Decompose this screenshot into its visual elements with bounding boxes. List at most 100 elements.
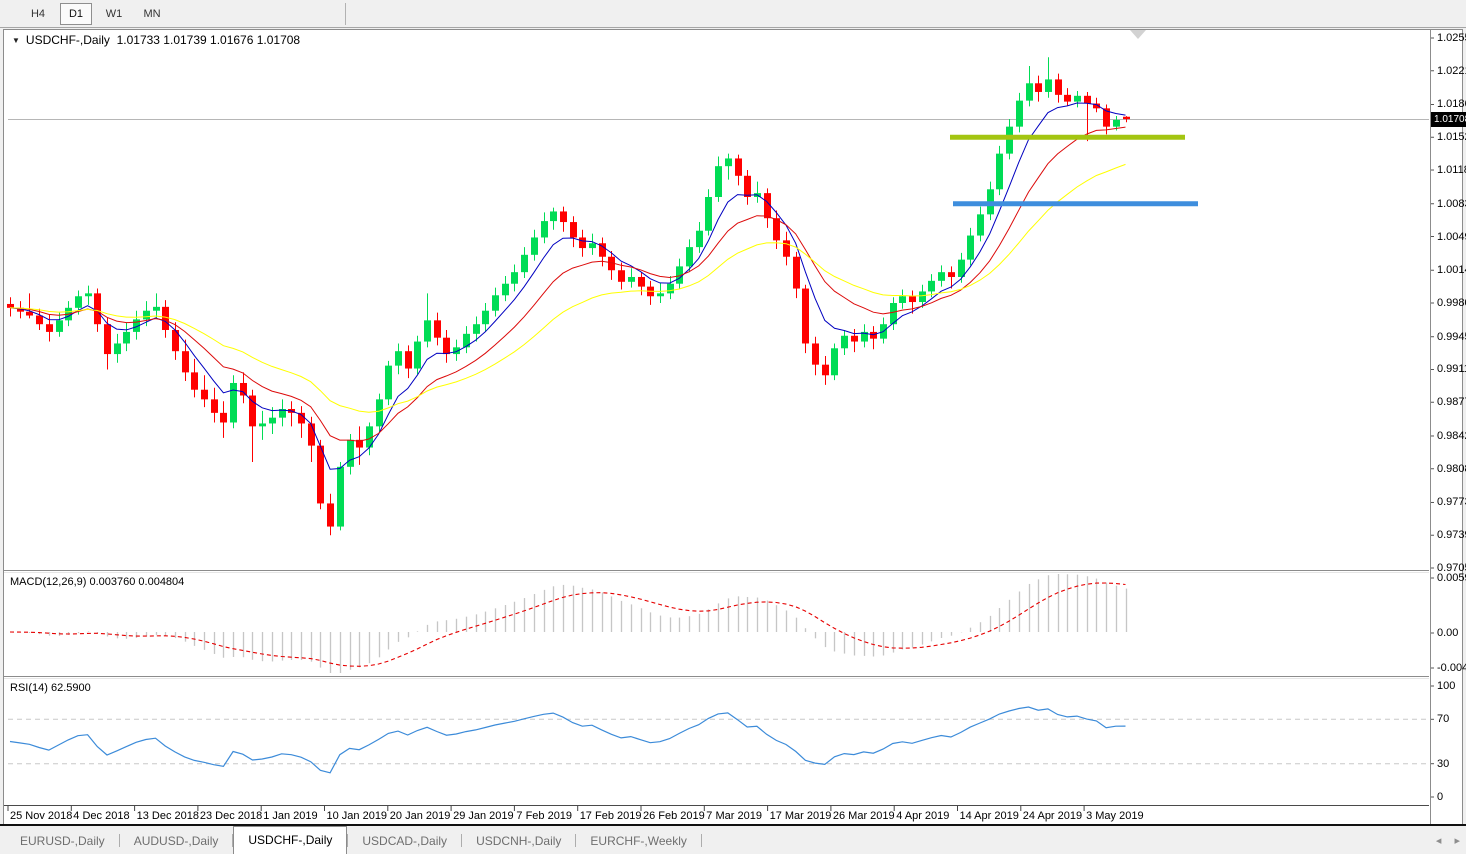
candle-body <box>308 423 315 446</box>
candle-body <box>977 214 984 236</box>
candle-body <box>608 256 615 271</box>
timeframe-button-w1[interactable]: W1 <box>105 7 123 20</box>
candle-body <box>172 329 179 352</box>
candle-body <box>123 331 130 344</box>
candle-body <box>211 399 218 413</box>
candle-body <box>870 331 877 339</box>
candle-body <box>735 158 742 176</box>
support-line[interactable] <box>953 201 1198 207</box>
candle-body <box>75 296 82 308</box>
price-axis-label: 1.00490 <box>1437 230 1466 243</box>
candle-body <box>996 153 1003 190</box>
macd-axis-label: 0.00 <box>1437 627 1459 639</box>
chart-window[interactable] <box>3 29 1463 825</box>
candle-body <box>1064 94 1071 102</box>
candle-body <box>831 348 838 376</box>
candle-body <box>725 158 732 167</box>
candle-body <box>85 293 92 297</box>
tab-scroll-arrows: ◂ ▸ <box>1426 834 1460 847</box>
chart-tab-bar: EURUSD-,Daily AUDUSD-,Daily USDCHF-,Daily U… <box>0 826 1466 854</box>
candle-body <box>686 247 693 267</box>
resistance-line[interactable] <box>950 134 1185 140</box>
candle-body <box>269 417 276 424</box>
candle-body <box>861 331 868 342</box>
candle-body <box>249 395 256 427</box>
chart-tab-usdcnh[interactable]: USDCNH-,Daily <box>476 834 562 848</box>
chart-tab-audusd[interactable]: AUDUSD-,Daily <box>133 834 219 848</box>
candle-body <box>938 272 945 281</box>
timeframe-button-mn[interactable]: MN <box>143 7 161 20</box>
date-axis-label: 4 Apr 2019 <box>896 810 950 822</box>
macd-axis-label: -0.004243 <box>1437 662 1466 674</box>
candle-body <box>1093 103 1100 109</box>
chart-title: ▼ USDCHF-,Daily 1.01733 1.01739 1.01676 1… <box>12 33 300 47</box>
candle-body <box>133 319 140 332</box>
price-axis-label: 0.99110 <box>1437 363 1466 376</box>
price-axis-label: 0.98420 <box>1437 429 1466 442</box>
candle-body <box>143 310 150 320</box>
candle-body <box>822 364 829 376</box>
current-price-badge: 1.01708 <box>1431 111 1466 127</box>
date-axis-label: 25 Nov 2018 <box>10 810 73 822</box>
chart-tab-eurusd[interactable]: EURUSD-,Daily <box>20 834 105 848</box>
price-axis-label: 1.01180 <box>1437 164 1466 177</box>
chart-shift-marker-icon <box>1130 30 1146 39</box>
chart-tab-usdchf[interactable]: USDCHF-,Daily <box>233 826 348 854</box>
candle-body <box>589 243 596 249</box>
candle-body <box>958 259 965 277</box>
chart-title-symbol: USDCHF-,Daily <box>25 33 110 47</box>
candle-body <box>667 283 674 294</box>
tab-scroll-left-icon[interactable]: ◂ <box>1435 835 1442 847</box>
timeframe-button-h4[interactable]: H4 <box>30 7 46 20</box>
date-axis-label: 4 Dec 2018 <box>73 810 130 822</box>
candle-body <box>17 307 24 312</box>
tab-separator <box>118 834 120 847</box>
candle-body <box>453 347 460 355</box>
candle-body <box>94 293 101 325</box>
candle-body <box>579 237 586 249</box>
candle-body <box>919 291 926 303</box>
toolbar-separator <box>345 3 346 25</box>
macd-indicator-label: MACD(12,26,9) 0.003760 0.004804 <box>10 576 185 588</box>
date-axis-label: 24 Apr 2019 <box>1022 810 1083 822</box>
date-axis-label: 17 Feb 2019 <box>579 810 642 822</box>
candle-body <box>298 412 305 424</box>
candle-body <box>240 382 247 396</box>
candle-body <box>928 280 935 292</box>
candle-body <box>114 343 121 355</box>
date-axis-label: 14 Apr 2019 <box>959 810 1019 822</box>
candle-body <box>967 235 974 260</box>
candle-body <box>502 283 509 296</box>
candle-body <box>56 320 63 332</box>
price-axis-label: 1.01860 <box>1437 98 1466 111</box>
chart-tab-eurchf[interactable]: EURCHF-,Weekly <box>590 834 687 848</box>
candle-body <box>657 293 664 297</box>
price-axis-label: 1.00830 <box>1437 197 1466 210</box>
candle-body <box>628 276 635 282</box>
candle-body <box>182 351 189 373</box>
candle-body <box>424 320 431 342</box>
candle-body <box>191 372 198 390</box>
candle-body <box>618 270 625 282</box>
candle-body <box>347 439 354 467</box>
ma-slow-yellow-line <box>9 163 1126 413</box>
timeframe-button-d1[interactable]: D1 <box>60 2 92 25</box>
price-axis-label: 0.97390 <box>1437 529 1466 542</box>
candle-body <box>405 351 412 369</box>
candle-body <box>279 409 286 418</box>
candle-body <box>201 389 208 400</box>
tab-scroll-right-icon[interactable]: ▸ <box>1454 835 1460 847</box>
candle-body <box>793 256 800 289</box>
candle-body <box>541 221 548 238</box>
candle-body <box>327 503 334 527</box>
candle-body <box>909 296 916 303</box>
candle-body <box>356 439 363 448</box>
candle-body <box>463 333 470 348</box>
date-axis-label: 26 Feb 2019 <box>643 810 705 822</box>
candle-body <box>521 254 528 273</box>
candle-body <box>259 423 266 427</box>
chart-tab-usdcad[interactable]: USDCAD-,Daily <box>362 834 448 848</box>
candle-body <box>705 197 712 231</box>
price-axis-label: 0.97050 <box>1437 562 1466 574</box>
